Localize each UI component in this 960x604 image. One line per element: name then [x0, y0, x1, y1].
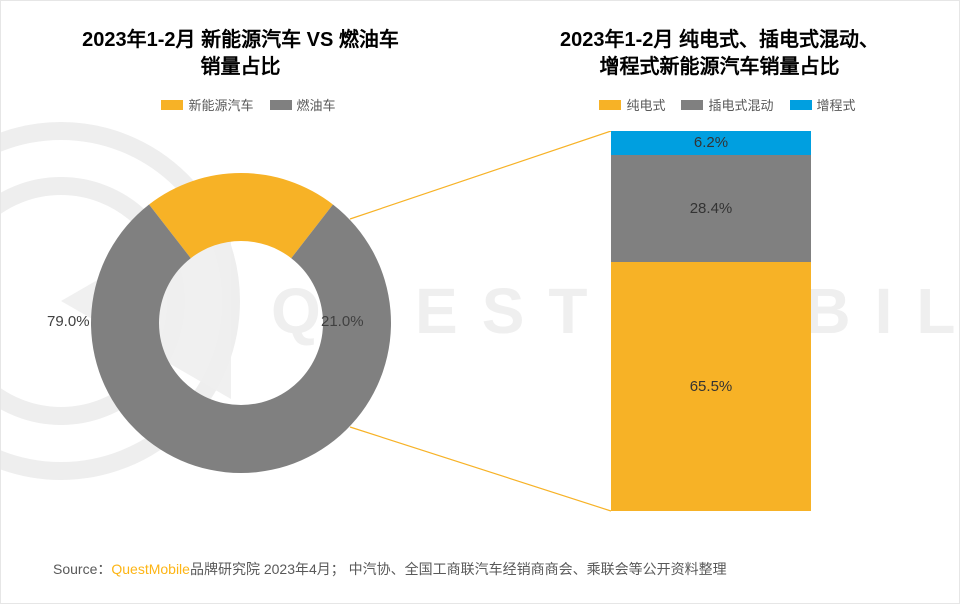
legend-label: 增程式 [817, 98, 856, 113]
titles-row: 2023年1-2月 新能源汽车 VS 燃油车 销量占比 2023年1-2月 纯电… [1, 1, 959, 81]
donut-label-ice: 79.0% [47, 313, 90, 330]
chart-page: { "layout": { "width": 960, "height": 60… [0, 0, 960, 604]
chart-area: 21.0% 79.0% 6.2%28.4%65.5% [1, 131, 959, 541]
source-brand: QuestMobile [111, 561, 190, 577]
legend-swatch [161, 100, 183, 110]
source-rest: 品牌研究院 2023年4月； 中汽协、全国工商联汽车经销商商会、乘联会等公开资料… [190, 561, 727, 577]
left-title-line2: 销量占比 [201, 56, 281, 78]
legend-label: 插电式混动 [708, 98, 773, 113]
left-title-line1: 2023年1-2月 新能源汽车 VS 燃油车 [82, 29, 399, 51]
donut-label-nev: 21.0% [321, 313, 364, 330]
stacked-bar-chart: 6.2%28.4%65.5% [611, 131, 811, 511]
stacked-segment: 28.4% [611, 155, 811, 263]
right-title-line2: 增程式新能源汽车销量占比 [600, 56, 840, 78]
right-title-line1: 2023年1-2月 纯电式、插电式混动、 [560, 29, 879, 51]
right-legend: 纯电式 插电式混动 增程式 [510, 95, 930, 114]
legend-swatch [599, 100, 621, 110]
source-line: Source：QuestMobile品牌研究院 2023年4月； 中汽协、全国工… [53, 559, 727, 579]
source-prefix: Source： [53, 561, 111, 577]
legend-swatch [270, 100, 292, 110]
stacked-segment: 65.5% [611, 262, 811, 511]
donut-slice [91, 204, 391, 473]
stacked-segment: 6.2% [611, 131, 811, 155]
legend-label: 纯电式 [626, 98, 665, 113]
legend-label: 新能源汽车 [188, 98, 253, 113]
left-legend: 新能源汽车 燃油车 [31, 95, 451, 114]
legend-label: 燃油车 [297, 98, 336, 113]
legend-swatch [790, 100, 812, 110]
left-chart-title: 2023年1-2月 新能源汽车 VS 燃油车 销量占比 [31, 27, 451, 81]
right-chart-title: 2023年1-2月 纯电式、插电式混动、 增程式新能源汽车销量占比 [510, 27, 930, 81]
legend-swatch [681, 100, 703, 110]
legends-row: 新能源汽车 燃油车 纯电式 插电式混动 增程式 [1, 95, 959, 114]
